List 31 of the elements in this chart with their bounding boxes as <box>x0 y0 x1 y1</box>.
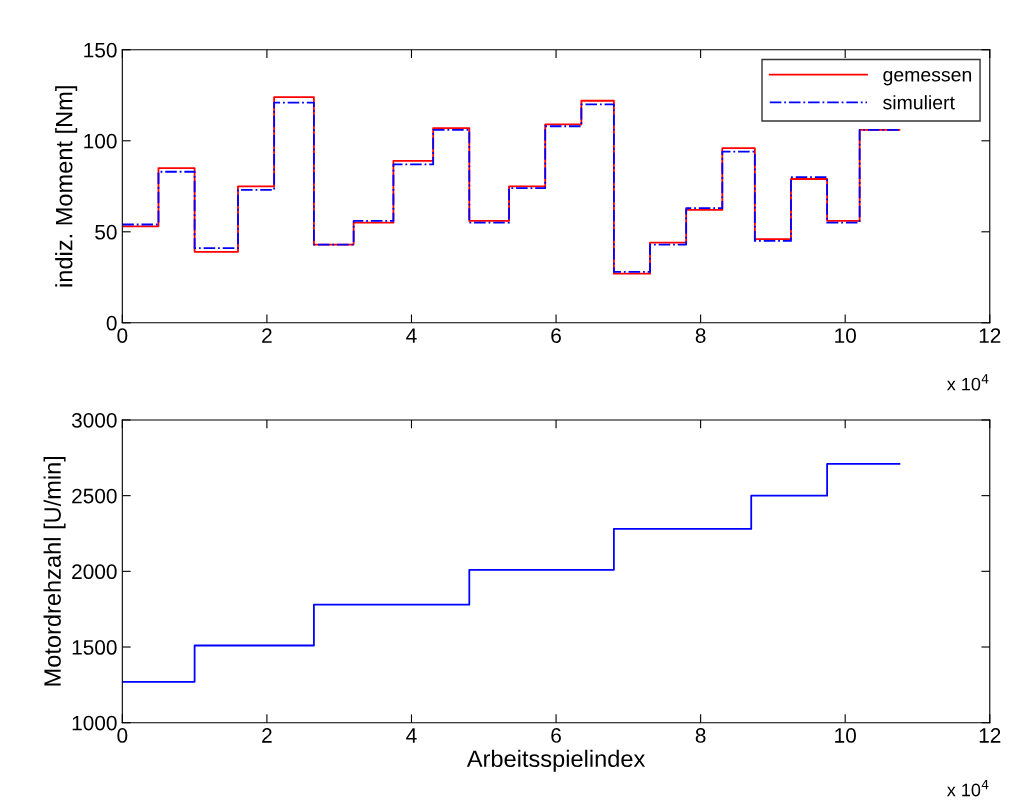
y-tick-label: 3000 <box>71 412 117 428</box>
x-tick-label: 6 <box>551 328 561 343</box>
y-axis-title: Motordrehzahl [U/min] <box>43 456 66 686</box>
y-tick-label: 150 <box>84 42 117 58</box>
x-tick-label: 10 <box>835 328 856 343</box>
x-tick-label: 12 <box>979 728 1001 743</box>
x-tick-label: 8 <box>695 728 706 743</box>
y-axis-title: indiz. Moment [Nm] <box>55 86 78 287</box>
y-tick-label: 2500 <box>72 488 117 504</box>
x-tick-label: 8 <box>695 328 706 343</box>
x-tick-label: 2 <box>262 728 272 743</box>
x-tick-label: 4 <box>406 728 417 743</box>
y-tick-label: 2000 <box>72 564 117 580</box>
x-tick-label: 2 <box>262 328 272 343</box>
x-tick-label: 0 <box>117 328 128 343</box>
text: x 10$^{4}$ <box>947 780 989 797</box>
y-tick-label: 50 <box>95 224 117 240</box>
x-tick-label: 0 <box>117 728 128 743</box>
y-tick-label: 0 <box>106 315 117 331</box>
x-axis-title: Arbeitsspielindex <box>466 749 646 772</box>
series-label: simuliert <box>883 95 955 110</box>
y-tick-label: 1000 <box>72 715 117 731</box>
x-tick-label: 4 <box>406 328 417 343</box>
line-series <box>122 462 901 683</box>
x-tick-label: 6 <box>551 728 561 743</box>
text: x 10$^{4}$ <box>947 374 989 391</box>
x-tick-label: 12 <box>979 328 1001 343</box>
y-tick-label: 1500 <box>72 640 117 655</box>
y-tick-label: 100 <box>84 133 117 149</box>
x-tick-label: 10 <box>835 728 856 743</box>
text: gemessen <box>883 70 972 86</box>
